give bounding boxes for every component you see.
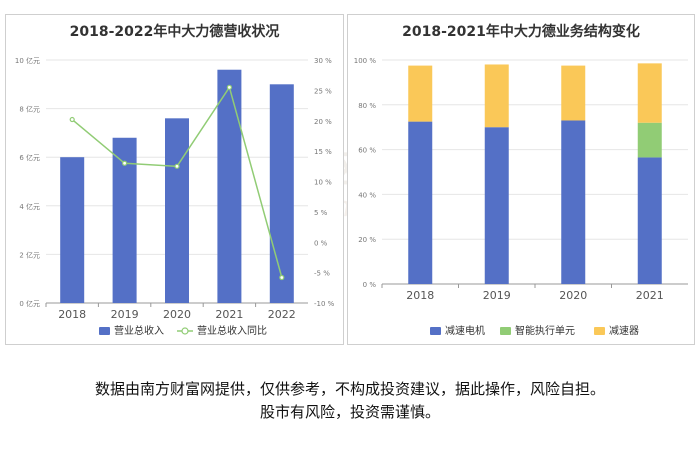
bar-segment (637, 157, 662, 284)
structure-chart-title: 2018-2021年中大力德业务结构变化 (402, 24, 640, 40)
revenue-chart-title: 2018-2022年中大力德营收状况 (69, 24, 280, 40)
bar-revenue (217, 69, 242, 303)
point-revenue-yoy (174, 163, 180, 169)
legend-swatch (594, 327, 605, 335)
y-tick-label-right: 5 % (314, 209, 328, 217)
y-tick-label-left: 4 亿元 (19, 202, 40, 211)
y-tick-label: 40 % (358, 191, 376, 199)
bar-segment (637, 63, 662, 123)
x-tick-label: 2022 (268, 308, 296, 321)
y-tick-label-left: 6 亿元 (19, 153, 40, 162)
legend-label-line: 营业总收入同比 (197, 324, 267, 337)
point-revenue-yoy (69, 116, 75, 123)
point-revenue-yoy (226, 84, 232, 90)
legend-swatch (430, 327, 441, 335)
point-revenue-yoy (121, 160, 128, 166)
legend-swatch (500, 327, 511, 335)
legend-swatch-bar (99, 327, 110, 335)
legend-swatch-point (181, 327, 189, 335)
y-tick-label-right: -5 % (314, 270, 330, 278)
x-tick-label: 2018 (58, 308, 86, 321)
x-tick-label: 2021 (636, 289, 664, 302)
legend-label: 智能执行单元 (515, 324, 575, 337)
point-revenue-yoy (279, 274, 285, 281)
y-tick-label: 60 % (358, 147, 376, 155)
y-tick-label: 100 % (354, 57, 377, 65)
y-tick-label-right: 20 % (314, 118, 332, 126)
y-tick-label: 80 % (358, 102, 376, 110)
y-tick-label-left: 0 亿元 (19, 299, 40, 308)
y-tick-label-right: -10 % (314, 300, 335, 308)
y-tick-label-right: 30 % (314, 57, 332, 65)
revenue-chart: 0 亿元 2 亿元 4 亿元 6 亿元 8 亿元 10 亿元 -10 % -5 % 0 % 5 %… (15, 56, 335, 337)
legend-label: 减速器 (609, 325, 639, 337)
bar-segment (484, 64, 509, 128)
y-tick-label-right: 0 % (314, 239, 328, 247)
y-tick-label-left: 2 亿元 (19, 250, 40, 259)
x-tick-label: 2020 (163, 308, 191, 321)
y-tick-label-right: 10 % (314, 179, 332, 187)
x-tick-label: 2018 (406, 289, 434, 302)
bar-segment (484, 127, 509, 284)
y-tick-label: 0 % (363, 281, 377, 289)
bar-revenue (269, 84, 294, 303)
disclaimer-line-2: 股市有风险，投资需谨慎。 (259, 403, 440, 421)
disclaimer-line-1: 数据由南方财富网提供，仅供参考，不构成投资建议，据此操作，风险自担。 (94, 380, 605, 398)
y-tick-label-right: 15 % (314, 148, 332, 156)
y-tick-label-left: 8 亿元 (19, 105, 40, 114)
x-tick-label: 2021 (215, 308, 243, 321)
revenue-chart-panel: 2018-2022年中大力德营收状况 0 亿元 2 亿元 4 亿元 6 亿元 8 亿元 1… (5, 14, 344, 345)
legend-label: 减速电机 (445, 324, 485, 337)
x-tick-label: 2019 (111, 308, 139, 321)
x-tick-label: 2020 (559, 289, 587, 302)
bar-segment (561, 120, 586, 284)
bar-segment (637, 122, 662, 158)
bar-revenue (165, 118, 189, 303)
structure-chart-panel: 2018-2021年中大力德业务结构变化 0 % 20 % 40 % 60 % 80 %… (347, 14, 695, 345)
structure-chart: 0 % 20 % 40 % 60 % 80 % 100 % 2018 2019 2020 2021… (354, 57, 688, 337)
y-tick-label-left: 10 亿元 (15, 56, 40, 65)
bar-segment (408, 121, 433, 284)
bar-segment (408, 65, 433, 122)
bar-revenue (60, 157, 85, 303)
y-tick-label: 20 % (358, 236, 376, 244)
legend-label-bar: 营业总收入 (114, 324, 164, 337)
x-tick-label: 2019 (483, 289, 511, 302)
y-tick-label-right: 25 % (314, 87, 332, 95)
bar-segment (561, 65, 586, 121)
